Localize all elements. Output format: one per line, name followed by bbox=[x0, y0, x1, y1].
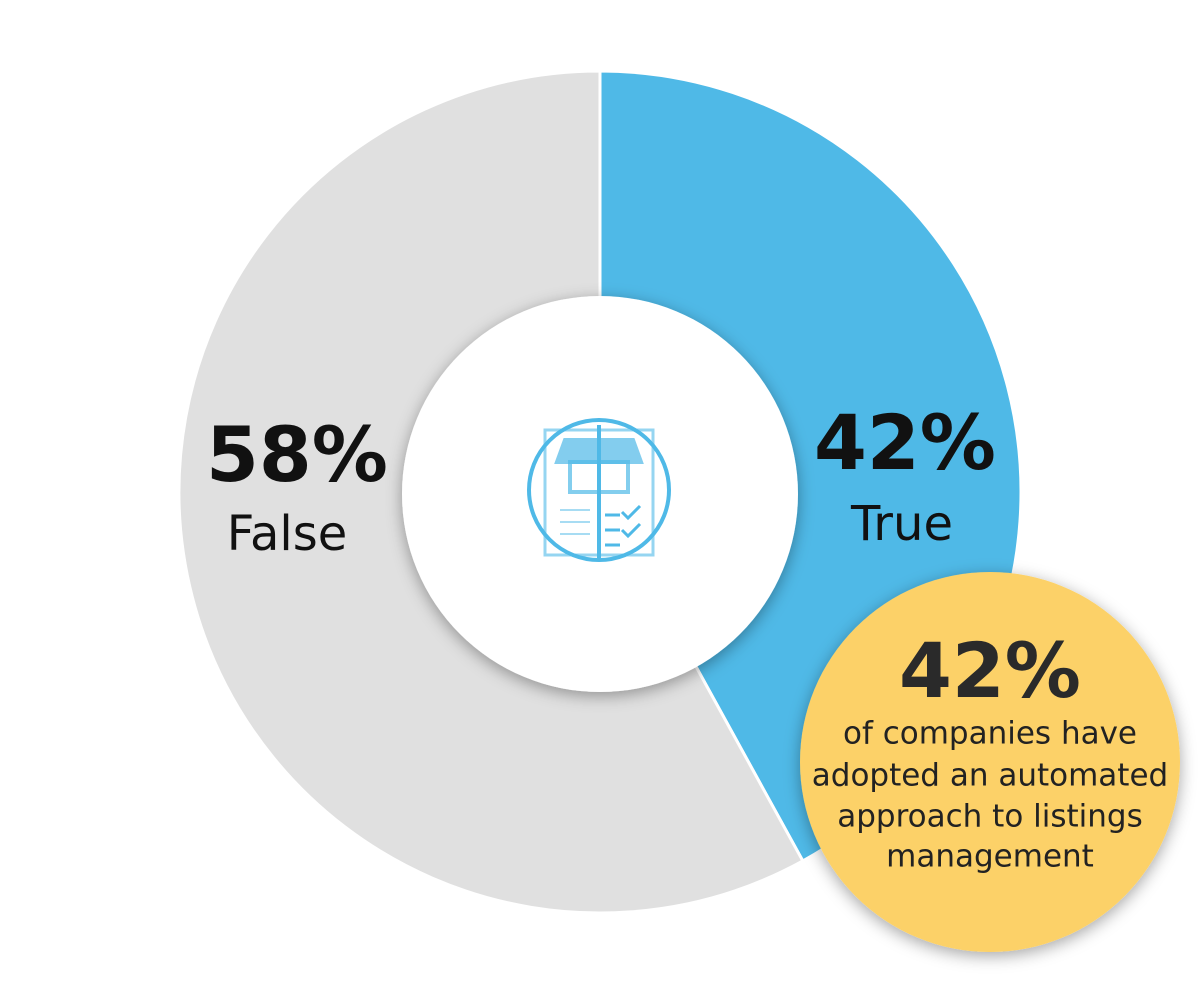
category-label: True bbox=[850, 496, 953, 552]
callout-line: of companies have bbox=[843, 716, 1137, 752]
value-label: 58% bbox=[206, 410, 388, 499]
category-label: False bbox=[227, 506, 348, 562]
center-icon bbox=[527, 418, 671, 562]
callout-bubble bbox=[800, 572, 1180, 952]
callout-title: 42% bbox=[899, 626, 1081, 715]
value-label: 42% bbox=[814, 398, 996, 487]
callout: 42% of companies have adopted an automat… bbox=[800, 572, 1180, 952]
callout-line: management bbox=[886, 839, 1094, 875]
callout-line: approach to listings bbox=[837, 799, 1143, 835]
callout-line: adopted an automated bbox=[812, 758, 1168, 794]
